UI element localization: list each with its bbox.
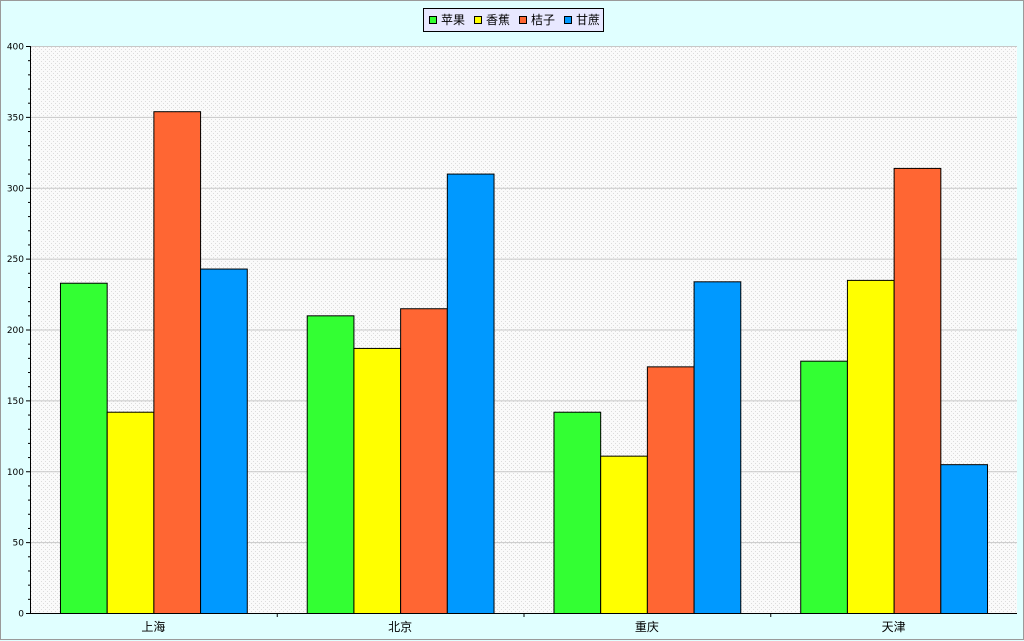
bar-4-4 [940, 464, 989, 614]
y-tick-label: 350 [7, 113, 24, 123]
y-tick-label: 100 [7, 468, 24, 478]
legend-swatch [429, 16, 437, 24]
bar-3-4 [693, 281, 742, 614]
x-category-label: 北京 [388, 620, 412, 634]
bar-1-3 [153, 111, 202, 615]
x-category-labels: 上海 北京 重庆 天津 [141, 619, 905, 634]
legend-label: 甘蔗 [576, 13, 600, 27]
legend: 苹果 香蕉 桔子 甘蔗 [423, 8, 604, 32]
y-tick-label: 50 [13, 539, 25, 549]
x-category-label: 上海 [141, 619, 165, 634]
bar-3-2 [600, 455, 648, 614]
legend-label: 苹果 [441, 13, 465, 27]
bar-4-2 [846, 279, 895, 614]
bar-2-4 [446, 173, 495, 614]
y-tick-label: 250 [7, 255, 24, 265]
bar-1-2 [106, 411, 155, 614]
axes [26, 46, 1017, 617]
bar-2-1 [306, 315, 355, 614]
legend-label: 香蕉 [486, 13, 510, 27]
legend-swatch [474, 16, 482, 24]
bar-4-1 [800, 360, 848, 614]
bars [59, 111, 989, 615]
legend-label: 桔子 [531, 13, 555, 27]
legend-swatch [519, 16, 527, 24]
legend-box [423, 8, 604, 32]
bar-4-3 [893, 167, 942, 614]
y-tick-label: 0 [18, 610, 24, 620]
y-tick-label: 300 [7, 184, 24, 194]
bar-1-4 [200, 268, 248, 614]
legend-swatch [564, 16, 572, 24]
bar-2-3 [400, 308, 448, 614]
bar-2-2 [353, 347, 402, 614]
y-tick-labels: 0 50 100 150 200 250 300 350 400 [7, 43, 24, 620]
bar-3-1 [553, 411, 602, 614]
bar-1-1 [59, 282, 108, 614]
x-category-label: 重庆 [635, 620, 659, 634]
y-tick-label: 200 [7, 326, 24, 336]
y-tick-label: 400 [7, 43, 24, 53]
x-category-label: 天津 [882, 620, 906, 634]
y-tick-label: 150 [7, 397, 24, 407]
bar-3-3 [646, 366, 695, 615]
